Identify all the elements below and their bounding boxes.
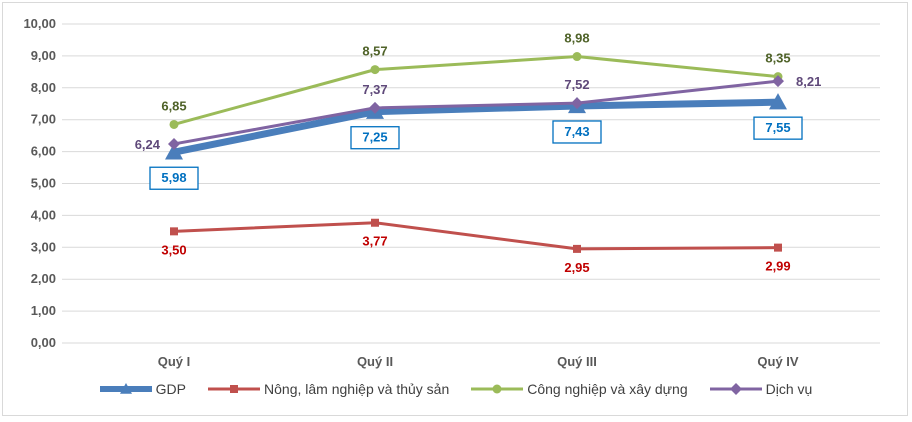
data-label: 7,52 <box>564 77 589 92</box>
legend-label: Nông, lâm nghiệp và thủy sản <box>264 381 450 397</box>
legend-circle-icon <box>471 384 524 394</box>
data-label: 7,25 <box>362 130 387 145</box>
diamond-marker <box>772 75 784 88</box>
series-line <box>173 79 779 146</box>
x-tick-label: Quý I <box>158 354 191 369</box>
data-label: 8,21 <box>796 74 821 89</box>
series-3 <box>168 75 784 150</box>
x-tick-label: Quý IV <box>757 354 799 369</box>
triangle-marker <box>119 383 132 394</box>
series-0 <box>165 93 787 160</box>
y-tick-label: 0,00 <box>31 335 56 350</box>
series-line <box>173 221 779 251</box>
data-label: 7,55 <box>765 120 790 135</box>
square-marker <box>230 385 239 393</box>
y-tick-label: 6,00 <box>31 144 56 159</box>
legend-item: Nông, lâm nghiệp và thủy sản <box>208 381 449 397</box>
data-label: 8,35 <box>765 51 790 66</box>
y-tick-label: 2,00 <box>31 271 56 286</box>
data-label: 2,99 <box>765 259 790 274</box>
y-tick-label: 4,00 <box>31 207 56 222</box>
data-label-box <box>753 116 803 140</box>
y-tick-label: 7,00 <box>31 112 56 127</box>
y-tick-label: 1,00 <box>31 303 56 318</box>
circle-marker <box>572 52 582 62</box>
triangle-marker <box>769 93 787 110</box>
square-marker <box>371 218 379 227</box>
data-label: 8,98 <box>564 31 589 46</box>
square-marker <box>774 243 782 252</box>
circle-marker <box>492 384 502 394</box>
diamond-marker <box>369 101 381 114</box>
legend-label: Công nghiệp và xây dựng <box>527 381 688 397</box>
y-tick-label: 5,00 <box>31 176 56 191</box>
series-1 <box>170 218 782 253</box>
series-line <box>173 55 779 126</box>
data-label: 8,57 <box>362 44 387 59</box>
square-marker <box>170 227 178 236</box>
data-label-box <box>149 166 199 190</box>
data-label: 7,37 <box>362 82 387 97</box>
legend-item: Công nghiệp và xây dựng <box>471 381 688 397</box>
diamond-marker <box>168 137 180 150</box>
legend-square-icon <box>208 385 261 393</box>
square-marker <box>573 244 581 253</box>
data-label: 6,24 <box>135 137 161 152</box>
legend-item: Dịch vụ <box>709 381 813 397</box>
chart-frame <box>2 2 908 416</box>
data-label: 3,50 <box>161 242 186 257</box>
legend-triangle-icon <box>99 383 152 394</box>
diamond-marker <box>729 383 742 395</box>
y-tick-label: 9,00 <box>31 48 56 63</box>
data-label: 7,43 <box>564 124 589 139</box>
y-tick-label: 8,00 <box>31 80 56 95</box>
legend-item: GDP <box>99 381 187 397</box>
x-tick-label: Quý II <box>357 354 393 369</box>
circle-marker <box>370 65 380 75</box>
data-label: 6,85 <box>161 98 186 113</box>
triangle-marker <box>165 143 183 160</box>
legend-label: Dịch vụ <box>765 381 813 397</box>
x-tick-label: Quý III <box>557 354 597 369</box>
legend: GDP Nông, lâm nghiệp và thủy sản Công nghi… <box>0 381 912 397</box>
data-label: 3,77 <box>362 234 387 249</box>
y-tick-label: 10,00 <box>23 16 56 31</box>
data-label-box <box>552 120 602 144</box>
y-tick-label: 3,00 <box>31 239 56 254</box>
data-label: 2,95 <box>564 260 589 275</box>
legend-label: GDP <box>155 381 187 397</box>
series-line <box>173 98 779 156</box>
circle-marker <box>169 119 179 129</box>
data-label-box <box>350 126 400 150</box>
data-label: 5,98 <box>161 170 186 185</box>
diamond-marker <box>571 97 583 110</box>
legend-diamond-icon <box>709 383 762 395</box>
